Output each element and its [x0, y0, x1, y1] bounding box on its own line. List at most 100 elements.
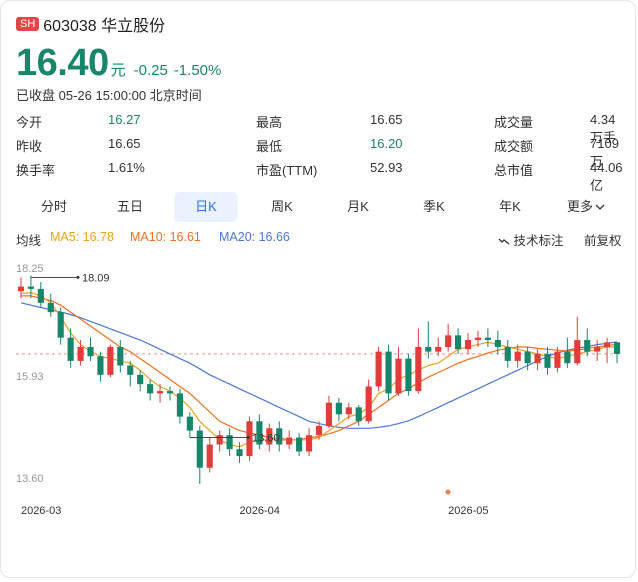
- candle: [276, 421, 283, 452]
- candle: [286, 430, 293, 450]
- ma20-value: MA20: 16.66: [219, 230, 290, 244]
- candle-body: [315, 425, 323, 436]
- candle: [27, 275, 34, 299]
- low-marker-dot: [246, 436, 250, 440]
- tab-2[interactable]: 日K: [174, 192, 238, 222]
- candle: [504, 340, 511, 368]
- candle-body: [296, 437, 303, 452]
- current-price: 16.40: [16, 42, 109, 84]
- candle: [375, 346, 382, 392]
- period-tabs: 分时 五日 日K 周K 月K 季K 年K 更多: [16, 192, 624, 222]
- candle: [385, 344, 392, 401]
- tab-label: 月K: [347, 199, 369, 214]
- candle: [97, 351, 104, 382]
- candle-body: [77, 346, 84, 361]
- tab-3[interactable]: 周K: [250, 192, 314, 222]
- tab-label: 五日: [116, 199, 143, 214]
- candle-body: [67, 337, 74, 361]
- x-axis-label: 2026-04: [240, 505, 280, 517]
- candle: [464, 333, 472, 354]
- candle-body: [345, 407, 352, 415]
- candle-body: [385, 351, 392, 394]
- tab-1[interactable]: 五日: [98, 192, 162, 222]
- candle: [544, 346, 551, 375]
- candle: [147, 379, 154, 401]
- candle-body: [494, 340, 501, 347]
- candle-body: [127, 365, 134, 375]
- tab-4[interactable]: 月K: [326, 192, 390, 222]
- x-axis-label: 2026-03: [21, 505, 61, 517]
- price-unit: 元: [110, 62, 126, 79]
- x-axis-label: 2026-05: [448, 505, 488, 517]
- candle: [355, 405, 362, 426]
- candle: [196, 425, 203, 484]
- price-change: -0.25: [133, 62, 168, 79]
- candle-body: [484, 337, 491, 340]
- candle: [594, 340, 601, 361]
- candle: [425, 321, 432, 359]
- candle: [315, 421, 323, 440]
- candle-body: [534, 353, 541, 364]
- ma-label: 均线: [16, 234, 42, 248]
- candle: [613, 342, 621, 364]
- tab-label: 年K: [499, 199, 521, 214]
- candle-body: [236, 449, 243, 457]
- candle: [67, 328, 74, 368]
- tech-annotation-toggle[interactable]: 技术标注: [498, 230, 564, 249]
- tab-7[interactable]: 更多: [554, 192, 618, 222]
- stat-value: 52.93: [370, 160, 403, 175]
- high-price-label: 18.09: [82, 272, 110, 284]
- candle: [514, 344, 521, 368]
- candle-body: [186, 416, 193, 431]
- candle: [186, 412, 193, 438]
- candle-body: [256, 421, 263, 445]
- stat-value: 16.20: [370, 136, 403, 151]
- tech-annotation-label: 技术标注: [513, 234, 564, 248]
- candle: [117, 340, 124, 373]
- stat-label: 成交量: [494, 115, 534, 130]
- price-row: 16.40 元 -0.25 -1.50%: [16, 42, 227, 85]
- candle-body: [435, 346, 442, 352]
- candle-body: [584, 340, 591, 352]
- candle-body: [445, 335, 452, 347]
- candle: [534, 349, 541, 371]
- candle-body: [137, 374, 144, 385]
- candle: [256, 414, 263, 450]
- candle-body: [604, 342, 611, 347]
- candle-body: [613, 342, 621, 354]
- price-change-pct: -1.50%: [173, 62, 222, 79]
- candle-body: [117, 346, 124, 366]
- candle-body: [355, 407, 362, 422]
- candle-body: [107, 346, 114, 375]
- high-marker-dot: [76, 275, 80, 279]
- tab-label: 周K: [271, 199, 293, 214]
- candle: [206, 437, 213, 473]
- stat-label: 换手率: [16, 163, 56, 178]
- candle: [37, 281, 44, 308]
- adjust-button[interactable]: 前复权: [584, 234, 622, 248]
- candle: [87, 337, 94, 361]
- candle: [305, 428, 313, 457]
- tab-5[interactable]: 季K: [402, 192, 466, 222]
- candle-body: [514, 351, 521, 361]
- candle: [137, 370, 144, 392]
- candle-body: [375, 351, 382, 387]
- kline-chart[interactable]: 18.25 15.93 13.60 18.09 13.60 2026-03 2026-04 2…: [0, 252, 638, 582]
- tab-0[interactable]: 分时: [22, 192, 86, 222]
- candle: [584, 328, 591, 357]
- candle: [474, 330, 482, 347]
- candle-body: [305, 435, 313, 452]
- candle: [574, 316, 581, 366]
- candle: [395, 346, 402, 396]
- annotation-icon: [498, 238, 510, 245]
- tab-6[interactable]: 年K: [478, 192, 542, 222]
- candle-body: [216, 435, 223, 445]
- candle-body: [27, 286, 34, 289]
- candle-body: [325, 402, 333, 426]
- candle: [554, 346, 561, 373]
- y-tick-label: 15.93: [16, 371, 44, 383]
- candle: [107, 344, 114, 378]
- candle: [345, 402, 352, 419]
- candle: [156, 384, 164, 403]
- candle-body: [166, 391, 174, 394]
